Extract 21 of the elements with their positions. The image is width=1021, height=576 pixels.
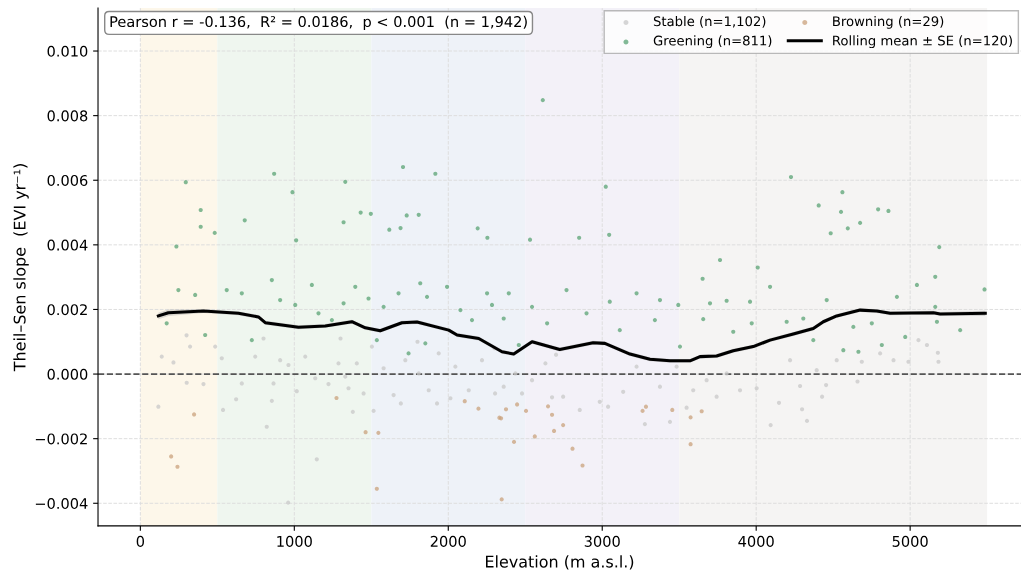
- y-tick-label: 0.000: [47, 368, 88, 380]
- annotation: Pearson r = -0.136, R² = 0.0186, p < 0.001 (n = 1,942): [110, 15, 527, 30]
- x-tick-label: 3000: [584, 535, 620, 547]
- legend-label: Greening (n=811): [653, 35, 772, 49]
- legend-label: Rolling mean ± SE (n=120): [833, 35, 1012, 49]
- y-axis-title: Theil–Sen slope (EVI yr⁻¹): [13, 164, 29, 372]
- x-tick-label: 5000: [892, 535, 928, 547]
- x-tick-label: 1000: [277, 535, 312, 547]
- y-tick-label: 0.010: [47, 45, 88, 57]
- legend-label: Stable (n=1,102): [653, 15, 766, 28]
- y-tick-label: 0.008: [47, 110, 88, 122]
- x-tick-label: 4000: [738, 535, 774, 547]
- y-tick-label: 0.004: [47, 239, 88, 251]
- y-tick-label: −0.002: [35, 433, 87, 445]
- x-tick-label: 2000: [430, 535, 466, 547]
- y-tick-label: 0.002: [47, 304, 87, 316]
- y-tick-label: −0.004: [35, 497, 88, 510]
- x-tick-label: 0: [136, 535, 145, 547]
- x-axis-title: Elevation (m a.s.l.): [486, 555, 634, 570]
- legend-label: Browning (n=29): [833, 15, 944, 29]
- y-tick-label: 0.006: [47, 174, 88, 186]
